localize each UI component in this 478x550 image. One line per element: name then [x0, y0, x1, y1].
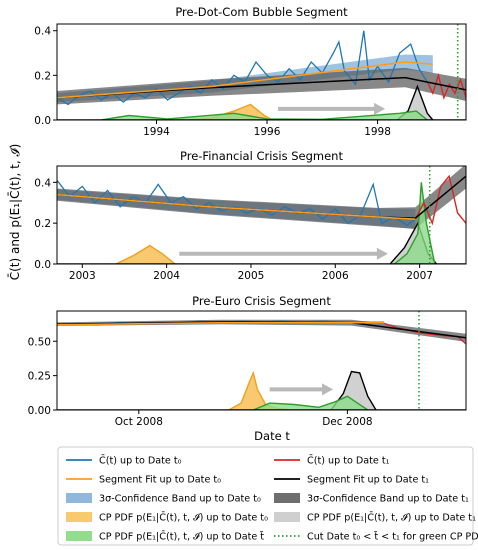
band-t1 [57, 166, 466, 229]
panel-frame [56, 310, 467, 411]
y-tick-label: 0.4 [34, 177, 51, 189]
x-tick-label: 1996 [254, 126, 281, 138]
legend-label: C̄(t) up to Date t₀ [99, 454, 182, 467]
x-tick-label: Dec 2008 [322, 416, 372, 428]
series-c-t0 [57, 179, 416, 226]
series-c-t1 [426, 72, 466, 100]
legend-label: 3σ-Confidence Band up to Date t₁ [307, 494, 469, 505]
panel-2: Pre-Financial Crisis Segment 0.0 0.2 0.4 200… [34, 149, 467, 282]
cp-pdf-t0-fill [116, 245, 176, 264]
legend-frame [57, 446, 474, 546]
x-axis-label: Date t [254, 429, 290, 443]
cp-pdf-t1-line [330, 370, 377, 410]
y-tick-label: 0.4 [34, 26, 51, 38]
legend-item-c_t1: C̄(t) up to Date t₁ [274, 454, 390, 467]
legend-swatch [274, 493, 300, 503]
panel-title: Pre-Euro Crisis Segment [192, 294, 331, 308]
legend-label: Cut Date t₀ < t̃ < t₁ for green CP PDF [307, 530, 478, 543]
cp-pdf-green-fill [394, 182, 435, 264]
panel-1: Pre-Dot-Com Bubble Segment 0.0 0.2 0.4 1994 1… [34, 5, 467, 138]
legend-swatch [274, 512, 300, 522]
x-tick-label: 1998 [364, 126, 391, 138]
legend-item-cp_pdf_t1: CP PDF p(E₁|C̄(t), t, 𝓘) up to Date t₁ [274, 511, 476, 524]
legend-swatch [66, 512, 92, 522]
band-t1 [57, 67, 466, 105]
arrow-head [374, 102, 386, 115]
plot-area [57, 166, 466, 264]
x-tick-label: 1994 [143, 126, 170, 138]
cp-pdf-t0-fill [228, 372, 291, 410]
legend-item-cp_pdf_green: CP PDF p(E₁|C̄(t), t, 𝓘) up to Date t̃ [66, 530, 264, 543]
legend-label: C̄(t) up to Date t₁ [307, 454, 390, 467]
y-axis-label: C̄(t) and p(E₁|C̄(t), t, 𝓘) [8, 144, 22, 281]
panel-title: Pre-Dot-Com Bubble Segment [175, 5, 348, 19]
series-fit-t0 [57, 321, 385, 326]
y-tick-label: 0.2 [34, 70, 51, 82]
plot-area [57, 24, 466, 120]
x-tick-label: 2003 [69, 270, 96, 282]
legend-item-c_t0: C̄(t) up to Date t₀ [66, 454, 182, 467]
x-tick-label: 2005 [238, 270, 265, 282]
legend-item-cut: Cut Date t₀ < t̃ < t₁ for green CP PDF [274, 530, 478, 543]
arrow-head [322, 383, 334, 396]
y-tick-label: 0.00 [28, 405, 51, 417]
legend-label: 3σ-Confidence Band up to Date t₀ [99, 494, 261, 505]
cp-pdf-green-line [253, 395, 369, 410]
legend-label: Segment Fit up to Date t₁ [307, 475, 429, 486]
y-tick-label: 0.25 [28, 371, 51, 383]
cp-pdf-green-line [393, 182, 436, 264]
legend-label: CP PDF p(E₁|C̄(t), t, 𝓘) up to Date t₀ [99, 511, 268, 524]
legend-label: CP PDF p(E₁|C̄(t), t, 𝓘) up to Date t̃ [99, 530, 264, 543]
panel-frame [56, 23, 467, 121]
y-tick-label: 0.50 [28, 336, 51, 348]
x-tick-label: 2007 [406, 270, 433, 282]
panel-title: Pre-Financial Crisis Segment [180, 149, 343, 163]
legend-item-band_t1: 3σ-Confidence Band up to Date t₁ [274, 493, 469, 505]
legend-swatch [66, 493, 92, 503]
cp-pdf-green-fill [253, 396, 368, 410]
x-tick-label: Oct 2008 [115, 416, 163, 428]
cp-pdf-green-line [101, 110, 428, 120]
x-tick-label: 2004 [153, 270, 180, 282]
cp-pdf-t1-fill [396, 86, 433, 120]
panel-3: Pre-Euro Crisis Segment 0.00 0.25 0.50 Oct 2… [28, 294, 467, 428]
legend-items: C̄(t) up to Date t₀ C̄(t) up to Date t₁ Se… [66, 454, 478, 543]
plot-area [57, 311, 466, 410]
panel-frame [56, 165, 467, 265]
legend: C̄(t) up to Date t₀ C̄(t) up to Date t₁ Se… [57, 446, 478, 546]
panels: Pre-Dot-Com Bubble Segment 0.0 0.2 0.4 1994 1… [28, 5, 467, 428]
series-fit-t0 [57, 61, 433, 99]
y-tick-label: 0.0 [34, 259, 51, 271]
legend-label: CP PDF p(E₁|C̄(t), t, 𝓘) up to Date t₁ [307, 511, 476, 524]
legend-item-fit_t1: Segment Fit up to Date t₁ [274, 475, 429, 486]
series-c-t1 [414, 174, 466, 226]
y-tick-label: 0.2 [34, 218, 51, 230]
series-fit-t0 [57, 193, 416, 220]
y-tick-label: 0.0 [34, 115, 51, 127]
legend-item-cp_pdf_t0: CP PDF p(E₁|C̄(t), t, 𝓘) up to Date t₀ [66, 511, 268, 524]
legend-swatch [66, 531, 92, 541]
arrow-head [376, 247, 388, 260]
legend-label: Segment Fit up to Date t₀ [99, 475, 221, 486]
legend-item-band_t0: 3σ-Confidence Band up to Date t₀ [66, 493, 261, 505]
legend-item-fit_t0: Segment Fit up to Date t₀ [66, 475, 221, 486]
band-t1 [57, 319, 466, 342]
cp-pdf-t0-line [115, 244, 176, 264]
x-tick-label: 2006 [322, 270, 349, 282]
